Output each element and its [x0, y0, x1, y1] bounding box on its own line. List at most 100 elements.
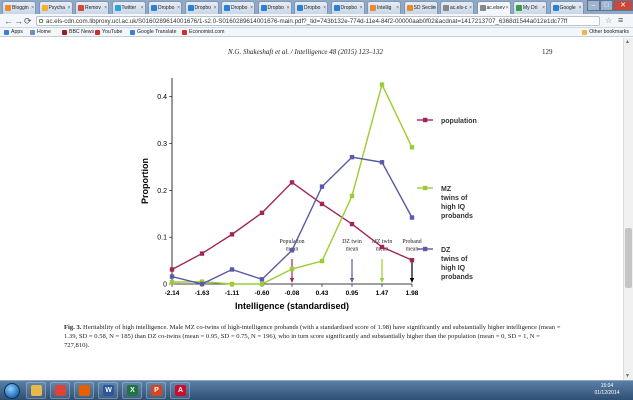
- bookmark-icon: [4, 30, 9, 35]
- tab-close-icon[interactable]: ×: [140, 5, 144, 11]
- maximize-button[interactable]: □: [600, 0, 613, 11]
- tab-label: Dropbo: [267, 5, 284, 11]
- start-button[interactable]: [4, 383, 20, 399]
- tab-close-icon[interactable]: ×: [104, 5, 107, 11]
- tab-7[interactable]: Dropbo ×: [257, 1, 292, 14]
- legend-label-line: high IQ: [441, 204, 466, 211]
- scroll-down-icon[interactable]: ▼: [625, 373, 630, 379]
- forward-icon[interactable]: →: [14, 16, 23, 26]
- acrobat-taskbar-button[interactable]: A: [170, 382, 190, 399]
- tab-1[interactable]: Psycha ×: [38, 1, 73, 14]
- tab-3[interactable]: Twitter ×: [111, 1, 146, 14]
- data-point: [229, 267, 235, 272]
- other-bookmarks[interactable]: Other bookmarks: [582, 28, 629, 36]
- page-number: 129: [542, 48, 553, 56]
- address-bar[interactable]: ac.els-cdn.com.libproxy.ucl.ac.uk/S01602…: [36, 16, 600, 26]
- system-tray-clock[interactable]: 15:04 01/12/2014: [585, 383, 629, 399]
- mean-annotation-label: MZ twin: [372, 239, 393, 245]
- data-point: [349, 193, 355, 199]
- excel-taskbar-button[interactable]: X: [122, 382, 142, 399]
- firefox-taskbar-button[interactable]: [74, 382, 94, 399]
- bookmark-label: YouTube: [102, 29, 123, 35]
- bookmark-1[interactable]: Home: [30, 28, 51, 36]
- bookmark-4[interactable]: Google Translate: [130, 28, 177, 36]
- tab-label: Bloggin: [12, 5, 29, 11]
- data-point: [349, 154, 355, 160]
- scroll-thumb[interactable]: [625, 228, 632, 288]
- tab-label: Dropbo: [231, 5, 248, 11]
- tab-close-icon[interactable]: ×: [542, 5, 545, 11]
- legend-label-line: high IQ: [441, 265, 466, 272]
- folder-icon: [582, 30, 588, 35]
- back-icon[interactable]: ←: [4, 16, 13, 26]
- mean-arrow-head: [289, 278, 295, 283]
- powerpoint-icon: P: [151, 385, 162, 396]
- heritability-chart: 0 0.1 0.2 0.3 0.4 -2.14 -1.63 -1.11 -0.60 -0.08 0.…: [140, 78, 477, 311]
- legend-label-line: DZ: [441, 247, 451, 254]
- data-point: [379, 244, 385, 250]
- bookmark-0[interactable]: Apps: [4, 28, 23, 36]
- data-point: [349, 221, 355, 227]
- reload-icon[interactable]: ⟳: [24, 16, 32, 26]
- tab-12[interactable]: ac.els-c ×: [440, 1, 474, 14]
- data-point: [379, 82, 385, 87]
- legend-label-line: probands: [441, 274, 473, 281]
- scroll-up-icon[interactable]: ▲: [625, 39, 630, 45]
- tab-label: Google: [559, 5, 576, 11]
- bookmark-star-icon[interactable]: ☆: [605, 16, 613, 25]
- tab-0[interactable]: Bloggin ×: [2, 1, 36, 14]
- tab-9[interactable]: Dropbo ×: [330, 1, 365, 14]
- legend-swatch-marker: [423, 246, 428, 252]
- tab-close-icon[interactable]: ×: [31, 5, 34, 11]
- mean-arrow-head: [379, 278, 385, 283]
- chrome-taskbar-button[interactable]: [50, 382, 70, 399]
- tab-close-icon[interactable]: ×: [67, 5, 71, 11]
- data-point: [169, 274, 175, 279]
- tab-close-icon[interactable]: ×: [213, 5, 217, 11]
- series-line-0: [171, 181, 413, 271]
- legend-label-line: twins of: [441, 195, 468, 202]
- tab-13[interactable]: ac.elsev ×: [476, 1, 511, 15]
- bookmark-icon: [30, 30, 35, 35]
- tab-close-icon[interactable]: ×: [359, 5, 363, 11]
- word-taskbar-button[interactable]: W: [98, 382, 118, 399]
- tab-5[interactable]: Dropbo ×: [184, 1, 219, 14]
- tab-close-icon[interactable]: ×: [432, 5, 436, 11]
- bookmark-3[interactable]: YouTube: [95, 28, 122, 36]
- tab-11[interactable]: SD Sectio ×: [403, 1, 438, 14]
- tab-label: SD Sectio: [413, 5, 436, 11]
- minimize-button[interactable]: –: [587, 0, 600, 11]
- y-tick-label: 0.4: [157, 94, 167, 101]
- favicon-icon: [479, 5, 486, 11]
- tab-8[interactable]: Dropbo ×: [294, 1, 328, 14]
- tab-6[interactable]: Dropbo ×: [221, 1, 255, 14]
- tab-15[interactable]: Google ×: [549, 1, 584, 14]
- menu-icon[interactable]: ≡: [618, 15, 624, 25]
- tab-14[interactable]: My Dri ×: [513, 1, 547, 14]
- bookmark-icon: [95, 30, 100, 35]
- clock-date: 01/12/2014: [594, 390, 620, 396]
- tab-close-icon[interactable]: ×: [505, 5, 509, 11]
- tab-close-icon[interactable]: ×: [396, 5, 399, 11]
- favicon-icon: [370, 5, 376, 11]
- powerpoint-taskbar-button[interactable]: P: [146, 382, 166, 399]
- tab-10[interactable]: Intellig ×: [367, 1, 401, 14]
- tab-close-icon[interactable]: ×: [469, 5, 472, 11]
- bookmark-5[interactable]: Economist.com: [182, 28, 224, 36]
- scrollbar[interactable]: ▲ ▼: [623, 38, 633, 380]
- tab-close-icon[interactable]: ×: [286, 5, 290, 11]
- favicon-icon: [5, 5, 11, 11]
- close-button[interactable]: ✕: [613, 0, 633, 11]
- tab-close-icon[interactable]: ×: [250, 5, 253, 11]
- bookmark-2[interactable]: BBC News: [62, 28, 94, 36]
- tab-close-icon[interactable]: ×: [177, 5, 180, 11]
- favicon-icon: [406, 5, 413, 11]
- tab-close-icon[interactable]: ×: [323, 5, 326, 11]
- explorer-taskbar-button[interactable]: [26, 382, 46, 399]
- data-point: [169, 267, 175, 272]
- tab-4[interactable]: Dropbo ×: [148, 1, 182, 14]
- legend-label-line: twins of: [441, 256, 468, 263]
- tab-2[interactable]: Remov ×: [75, 1, 109, 14]
- chrome-icon: [55, 385, 66, 396]
- tab-close-icon[interactable]: ×: [578, 5, 582, 11]
